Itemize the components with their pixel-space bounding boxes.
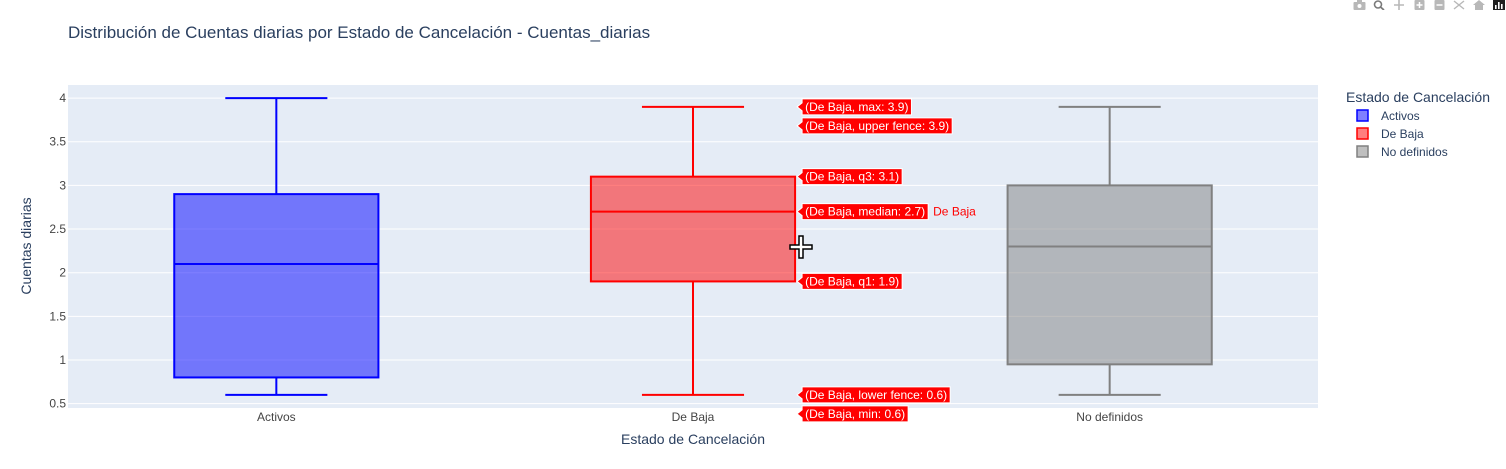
hover-label: (De Baja, min: 0.6): [796, 405, 909, 423]
modebar: [1352, 0, 1506, 12]
y-axis-title: Cuentas diarias: [18, 197, 34, 294]
y-axis-ticks: 0.5 1 1.5 2 2.5 3 3.5 4: [49, 91, 66, 411]
box-trace-activos[interactable]: [173, 97, 380, 396]
hover-label-box: [796, 405, 909, 423]
cursor-crosshair-icon: [789, 235, 813, 259]
hover-label-text: (De Baja, lower fence: 0.6): [805, 388, 947, 402]
hover-label-text: (De Baja, min: 0.6): [805, 407, 905, 421]
autoscale-icon[interactable]: [1452, 0, 1466, 10]
hover-label: (De Baja, q3: 3.1): [796, 168, 903, 186]
hover-label: (De Baja, max: 3.9): [796, 98, 912, 116]
legend-label: No definidos: [1381, 145, 1448, 159]
legend-item-activos[interactable]: Activos: [1356, 109, 1420, 123]
reset-axes-icon[interactable]: [1472, 0, 1486, 10]
y-tick-label: 1.5: [49, 309, 66, 323]
legend-label: Activos: [1381, 109, 1420, 123]
legend-swatch: [1356, 145, 1369, 158]
y-tick-label: 3.5: [49, 135, 66, 149]
y-tick-label: 2.5: [49, 222, 66, 236]
hover-trace-name: De Baja: [933, 205, 976, 219]
x-axis-title: Estado de Cancelación: [621, 431, 765, 447]
hover-label: (De Baja, q1: 1.9): [796, 272, 903, 290]
y-tick-label: 0.5: [49, 397, 66, 411]
x-tick-label: No definidos: [1076, 410, 1143, 424]
hover-label-box: [796, 117, 953, 135]
x-axis-ticks: Activos De Baja No definidos: [257, 410, 1143, 424]
box-trace-no-definidos[interactable]: [1006, 105, 1213, 396]
zoom-icon[interactable]: [1372, 0, 1386, 10]
hover-label: (De Baja, lower fence: 0.6): [796, 386, 951, 404]
legend-swatch: [1356, 127, 1369, 140]
hover-label: (De Baja, upper fence: 3.9): [796, 117, 953, 135]
pan-icon[interactable]: [1392, 0, 1406, 10]
y-tick-label: 1: [59, 353, 66, 367]
legend-swatch: [1356, 109, 1369, 122]
legend-title: Estado de Cancelación: [1346, 89, 1490, 105]
x-tick-label: De Baja: [672, 410, 715, 424]
hover-label-text: (De Baja, q1: 1.9): [805, 274, 899, 288]
hover-label-text: (De Baja, max: 3.9): [805, 100, 908, 114]
legend-items[interactable]: Activos De Baja No definidos: [1356, 109, 1448, 159]
hover-label-text: (De Baja, q3: 3.1): [805, 170, 899, 184]
hover-labels: (De Baja, max: 3.9) (De Baja, upper fence…: [796, 98, 976, 423]
plotly-logo-icon[interactable]: [1492, 0, 1506, 10]
y-tick-label: 4: [59, 91, 66, 105]
legend: Estado de Cancelación Activos De Baja No d…: [1346, 89, 1490, 159]
box-body[interactable]: [589, 175, 797, 283]
chart-title: Distribución de Cuentas diarias por Esta…: [68, 23, 650, 42]
hover-label-box: [796, 272, 903, 290]
box-traces[interactable]: [173, 97, 1213, 396]
hover-label: (De Baja, median: 2.7) De Baja: [796, 203, 976, 221]
hover-label-text: (De Baja, upper fence: 3.9): [805, 119, 949, 133]
hover-label-box: [796, 98, 912, 116]
camera-icon[interactable]: [1352, 0, 1366, 10]
y-tick-label: 3: [59, 178, 66, 192]
box-body[interactable]: [1006, 184, 1213, 366]
legend-item-de-baja[interactable]: De Baja: [1356, 127, 1424, 141]
hover-label-text: (De Baja, median: 2.7): [805, 205, 925, 219]
hover-label-box: [796, 386, 951, 404]
hover-label-box: [796, 168, 903, 186]
zoom-in-icon[interactable]: [1412, 0, 1426, 10]
box-body[interactable]: [173, 193, 380, 379]
y-tick-label: 2: [59, 266, 66, 280]
hover-label-box: [796, 203, 929, 221]
legend-label: De Baja: [1381, 127, 1424, 141]
x-tick-label: Activos: [257, 410, 296, 424]
legend-item-no-definidos[interactable]: No definidos: [1356, 145, 1448, 159]
box-trace-de-baja[interactable]: [589, 105, 797, 396]
zoom-out-icon[interactable]: [1432, 0, 1446, 10]
